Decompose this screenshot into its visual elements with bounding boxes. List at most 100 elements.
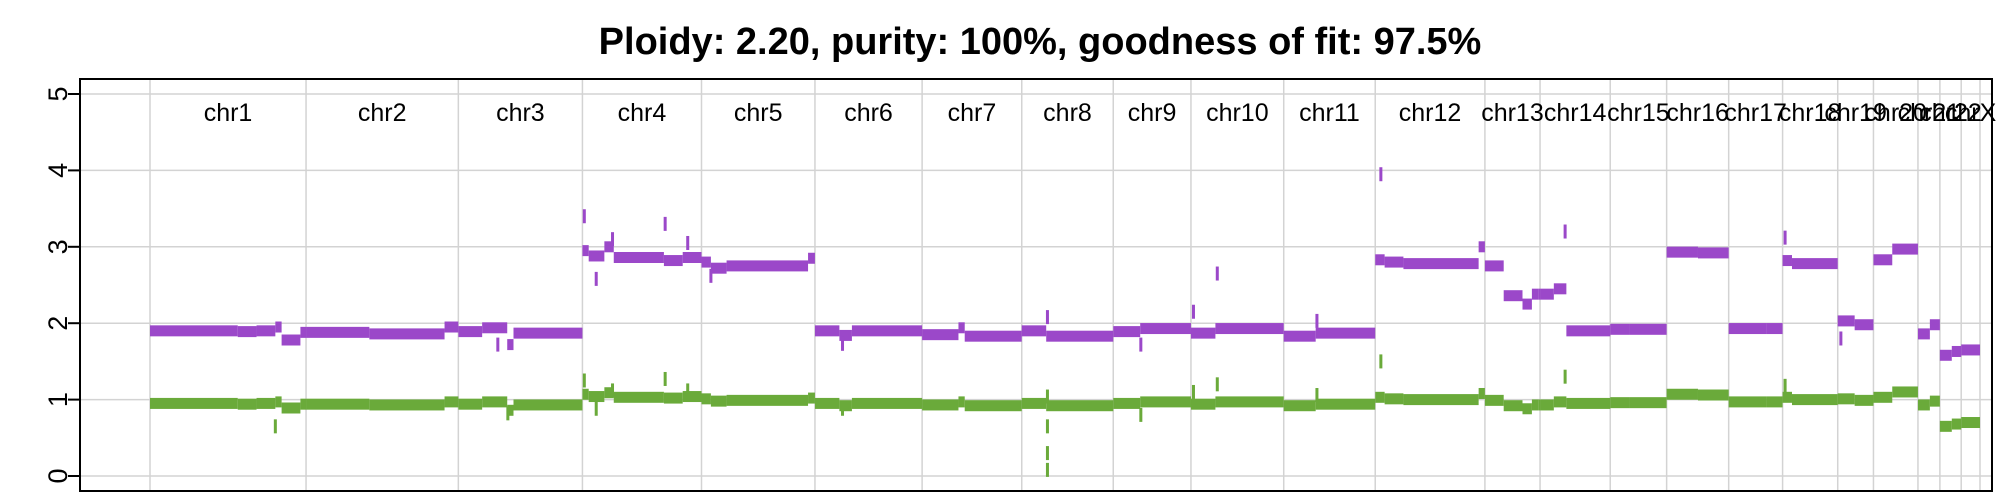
outlier-mark [1045,389,1049,404]
total-copy-segment [1190,327,1216,339]
minor-copy-segment [1873,391,1893,403]
minor-copy-segment [839,400,852,412]
minor-copy-segment [458,398,483,410]
chromosome-label: chr22 [1919,99,1982,127]
total-copy-segment [588,250,605,262]
minor-copy-segment [1917,399,1930,411]
total-copy-segment [1522,298,1532,310]
chromosome-label: chr21 [1898,99,1961,127]
outlier-mark [1563,224,1567,239]
total-copy-segment [444,321,459,333]
gridlines [80,79,1992,491]
total-copy-segment [1503,290,1523,302]
chart-title: Ploidy: 2.20, purity: 100%, goodness of … [599,21,1482,63]
minor-copy-segment [444,396,459,408]
outlier-mark [1139,407,1143,422]
plot-frame [79,78,1993,492]
total-copy-segment [1484,260,1504,272]
total-copy-segment [1892,243,1918,255]
total-copy-segment [1929,319,1940,331]
y-tick-label: 3 [43,239,73,254]
minor-copy-segment [1791,394,1838,406]
chromosome-label: chr12 [1399,99,1462,127]
minor-copy-segment [964,400,1022,412]
outlier-mark [582,209,586,224]
chromosome-labels: chr1 chr2 chr3 chr4 chr5 chr6 chr7 chr8 chr9 chr1… [204,99,1997,127]
y-axis: 0 1 2 3 4 5 [43,86,80,484]
minor-copy-segment [701,393,711,405]
chromosome-label: chr4 [618,99,667,127]
minor-copy-segment [1190,398,1216,410]
chromosome-label: chr20 [1864,99,1927,127]
minor-copy-segment [1961,417,1980,429]
total-copy-segment [1854,319,1874,331]
minor-copy-segment [1697,389,1729,401]
minor-copy-segment [482,396,508,408]
minor-copy-segment [507,404,514,416]
total-copy-segment [604,241,614,253]
y-tick-label: 1 [43,392,73,407]
y-tick-label: 0 [43,468,73,483]
y-tick-label: 4 [43,163,73,178]
total-copy-segment [1961,344,1980,356]
chromosome-label: chr19 [1824,99,1887,127]
minor-copy-segment [1283,400,1316,412]
minor-copy-segment [1728,396,1767,408]
outlier-mark [663,216,667,231]
total-copy-segment [964,330,1022,342]
total-copy-segment [1629,323,1667,335]
outlier-mark [611,383,615,398]
total-copy-segment [682,251,702,263]
total-copy-segment [582,245,589,257]
total-copy-segment [663,255,683,267]
outlier-mark [1839,331,1843,346]
outlier-mark [1379,354,1383,369]
minor-copy-segment [306,398,370,410]
minor-copy-segment [256,397,276,409]
minor-copy-segment [1484,394,1504,406]
minor-copy-segment [1315,398,1376,410]
minor-copy-segment [1666,388,1698,400]
outlier-mark [1379,167,1383,182]
total-copy-segment [1140,323,1191,335]
total-copy-segment [1315,327,1376,339]
outlier-mark [1315,313,1319,328]
total-copy-segment [1403,258,1479,270]
total-copy-segment [1697,247,1729,259]
minor-copy-segment [281,402,301,414]
total-copy-segment [1046,330,1114,342]
total-copy-segment [458,326,483,338]
total-copy-segment [237,326,257,338]
total-copy-segment [1021,325,1047,337]
minor-copy-segment [275,396,282,408]
outlier-mark [273,419,277,434]
minor-copy-segment [808,392,815,404]
outlier-mark [496,337,500,352]
y-tick-label: 5 [43,86,73,101]
total-copy-segment [1791,258,1838,270]
outlier-mark [1045,310,1049,325]
total-copy-segment [306,326,370,338]
chromosome-label: chrX [1945,99,1997,127]
minor-copy-segment [1478,387,1485,399]
chromosome-label: chr10 [1206,99,1269,127]
total-copy-segment [1113,326,1141,338]
chromosome-label: chr16 [1666,99,1729,127]
total-copy-segment [300,326,307,338]
outlier-mark [686,235,690,250]
minor-copy-segment [300,398,307,410]
outlier-mark [1783,230,1787,245]
minor-copy-segment [613,391,664,403]
chromosome-label: chr11 [1299,99,1360,127]
total-copy-segment [281,334,301,346]
outlier-mark [1783,378,1787,393]
total-copy-segment [701,256,711,268]
chromosome-label: chr2 [358,99,407,127]
total-copy-segment [814,325,840,337]
outlier-mark [1315,388,1319,403]
outlier-mark [1045,462,1049,477]
total-copy-segment [1873,254,1893,266]
chromosome-label: chr7 [948,99,997,127]
outlier-mark [841,401,845,416]
outlier-mark [611,232,615,247]
